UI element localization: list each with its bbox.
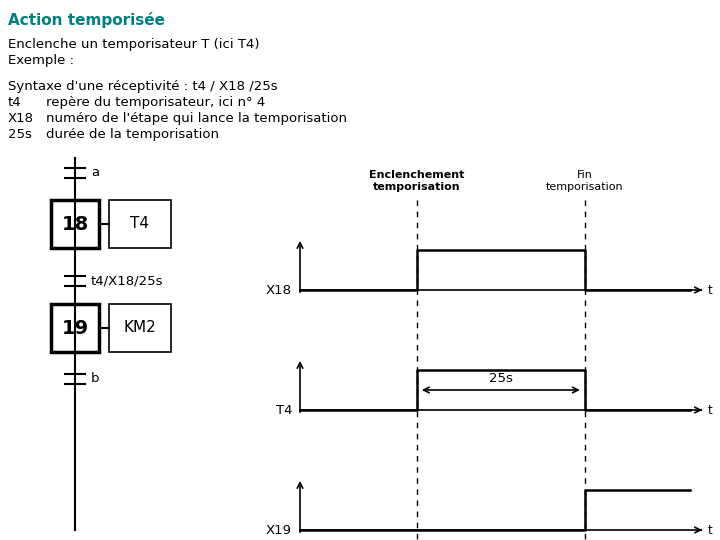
Text: Enclenche un temporisateur T (ici T4): Enclenche un temporisateur T (ici T4) <box>8 38 259 51</box>
Bar <box>51 304 99 352</box>
Text: 18: 18 <box>61 214 89 233</box>
Text: X18: X18 <box>8 112 34 125</box>
Text: t: t <box>708 403 713 416</box>
Text: numéro de l'étape qui lance la temporisation: numéro de l'étape qui lance la temporisa… <box>46 112 347 125</box>
Text: X19: X19 <box>266 523 292 537</box>
Text: Exemple :: Exemple : <box>8 54 74 67</box>
Text: Action temporisée: Action temporisée <box>8 12 165 28</box>
Text: X18: X18 <box>266 284 292 296</box>
Bar <box>109 200 171 248</box>
Text: 25s: 25s <box>489 372 513 385</box>
Text: Enclenchement
temporisation: Enclenchement temporisation <box>369 171 464 192</box>
Text: Syntaxe d'une réceptivité : t4 / X18 /25s: Syntaxe d'une réceptivité : t4 / X18 /25… <box>8 80 278 93</box>
Text: t: t <box>708 284 713 296</box>
Text: Fin
temporisation: Fin temporisation <box>546 171 624 192</box>
Text: durée de la temporisation: durée de la temporisation <box>46 128 219 141</box>
Bar <box>109 304 171 352</box>
Text: a: a <box>91 166 99 179</box>
Text: 19: 19 <box>61 319 89 338</box>
Text: T4: T4 <box>130 217 150 232</box>
Bar <box>51 200 99 248</box>
Text: t4: t4 <box>8 96 22 109</box>
Text: t: t <box>708 523 713 537</box>
Text: 25s: 25s <box>8 128 32 141</box>
Text: t4/X18/25s: t4/X18/25s <box>91 274 163 287</box>
Text: repère du temporisateur, ici n° 4: repère du temporisateur, ici n° 4 <box>46 96 265 109</box>
Text: T4: T4 <box>276 403 292 416</box>
Text: b: b <box>91 373 99 386</box>
Text: KM2: KM2 <box>124 321 156 335</box>
